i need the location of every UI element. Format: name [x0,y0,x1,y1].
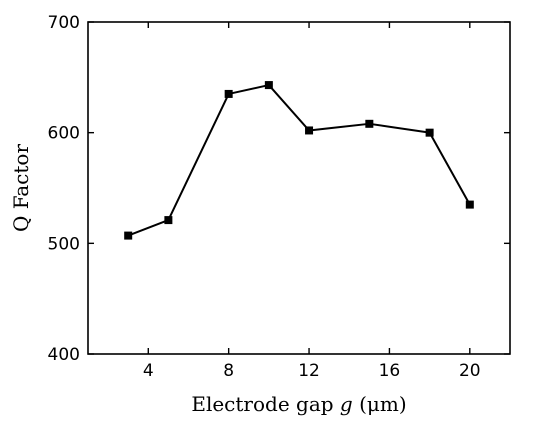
data-point [124,231,133,240]
x-axis-title: Electrode gap g (μm) [191,392,406,416]
series-layer [124,81,474,240]
data-point [465,200,474,209]
y-axis-ticks: 400 500 600 700 [48,13,510,365]
series-line [127,84,471,237]
x-axis-title-variable: g [340,392,353,416]
plot-frame [87,21,511,355]
x-tick-label: 16 [379,361,401,381]
y-tick-label: 400 [48,345,80,365]
x-axis-ticks: 4 8 12 16 20 [143,22,481,381]
x-tick-label: 4 [143,361,154,381]
y-tick-label: 600 [48,124,80,144]
data-point [264,81,273,90]
data-point [365,119,374,128]
y-axis-title: Q Factor [9,144,33,232]
data-point [224,89,233,98]
x-axis-title-suffix: (μm) [353,392,407,416]
data-point [164,216,173,225]
data-point [305,126,314,135]
data-point [425,128,434,137]
x-axis-title-prefix: Electrode gap [191,392,340,416]
x-tick-label: 12 [298,361,320,381]
y-tick-label: 700 [48,13,80,33]
x-tick-label: 8 [223,361,234,381]
y-tick-label: 500 [48,234,80,254]
x-tick-label: 20 [459,361,481,381]
